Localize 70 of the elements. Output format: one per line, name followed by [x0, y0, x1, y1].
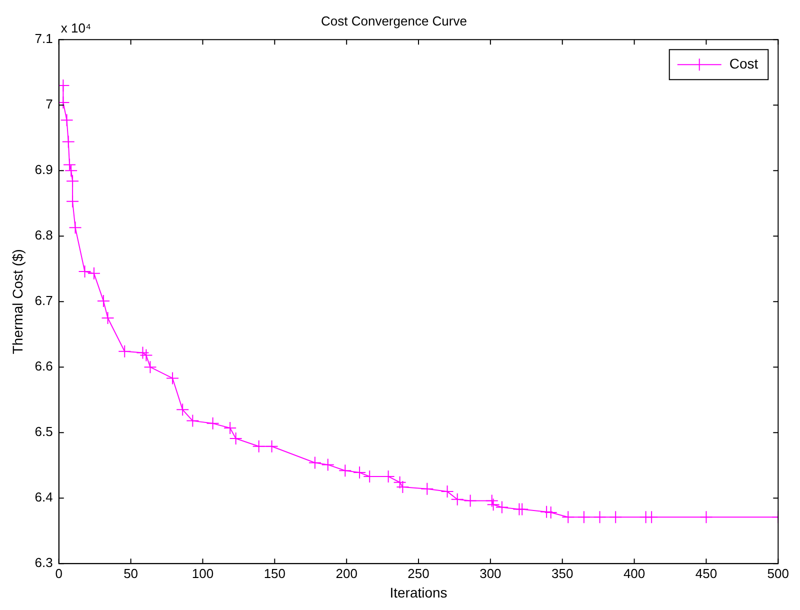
- point: [63, 158, 76, 172]
- point: [166, 372, 180, 385]
- point: [96, 294, 110, 308]
- point: [206, 416, 220, 430]
- point: [544, 506, 558, 520]
- y-tick-label: 6.8: [34, 228, 53, 243]
- legend-label: Cost: [729, 55, 758, 72]
- point: [60, 114, 74, 127]
- point: [577, 510, 590, 524]
- y-tick-label: 7.1: [34, 31, 53, 46]
- x-tick-label: 250: [408, 566, 430, 581]
- x-tick-label: 300: [480, 566, 502, 581]
- x-tick-label: 100: [192, 566, 214, 581]
- point: [321, 458, 334, 472]
- x-tick-label: 450: [695, 566, 718, 581]
- point: [265, 440, 278, 453]
- point: [609, 510, 622, 524]
- point: [485, 494, 498, 508]
- point: [464, 494, 477, 508]
- point: [450, 492, 464, 506]
- y-tick-label: 6.7: [34, 293, 53, 308]
- point: [62, 135, 75, 148]
- point: [645, 510, 658, 524]
- y-axis-title: Thermal Cost ($): [9, 249, 26, 354]
- point: [140, 348, 153, 362]
- chart-title: Cost Convergence Curve: [321, 13, 467, 28]
- x-tick-label: 200: [336, 566, 358, 581]
- x-tick-label: 500: [767, 566, 790, 581]
- point: [101, 311, 114, 324]
- point: [224, 422, 237, 435]
- point: [338, 464, 352, 478]
- y-tick-label: 6.9: [34, 162, 53, 178]
- point: [144, 360, 157, 374]
- point: [66, 194, 80, 208]
- point: [562, 510, 575, 524]
- point: [68, 221, 82, 234]
- point: [252, 440, 266, 453]
- point: [308, 456, 322, 470]
- point: [176, 403, 190, 416]
- y-tick-label: 7: [46, 96, 53, 112]
- y-tick-label: 6.5: [34, 424, 53, 440]
- point: [516, 502, 529, 516]
- point: [540, 505, 554, 518]
- point: [229, 432, 242, 445]
- x-axis-title: Iterations: [390, 584, 448, 600]
- x-tick-label: 400: [623, 566, 646, 581]
- point: [440, 485, 454, 498]
- point: [393, 476, 406, 489]
- point: [186, 414, 200, 428]
- y-tick-label: 6.6: [34, 358, 53, 374]
- point: [87, 266, 100, 280]
- point: [118, 344, 132, 358]
- text: x 10⁴: [60, 20, 92, 36]
- point: [700, 510, 713, 524]
- point: [136, 346, 150, 360]
- x-tick-label: 350: [552, 566, 574, 581]
- y-tick-label: 6.4: [34, 490, 53, 505]
- x-tick-label: 50: [124, 566, 138, 581]
- point: [78, 264, 92, 278]
- point: [66, 174, 80, 188]
- x-tick-label: 0: [55, 566, 62, 581]
- point: [396, 480, 410, 494]
- point: [593, 510, 606, 524]
- y-tick-label: 6.3: [34, 555, 53, 570]
- point: [495, 500, 508, 514]
- point: [486, 498, 500, 512]
- point: [353, 466, 366, 480]
- x-tick-label: 150: [264, 566, 286, 581]
- point: [420, 482, 434, 496]
- point: [64, 164, 78, 178]
